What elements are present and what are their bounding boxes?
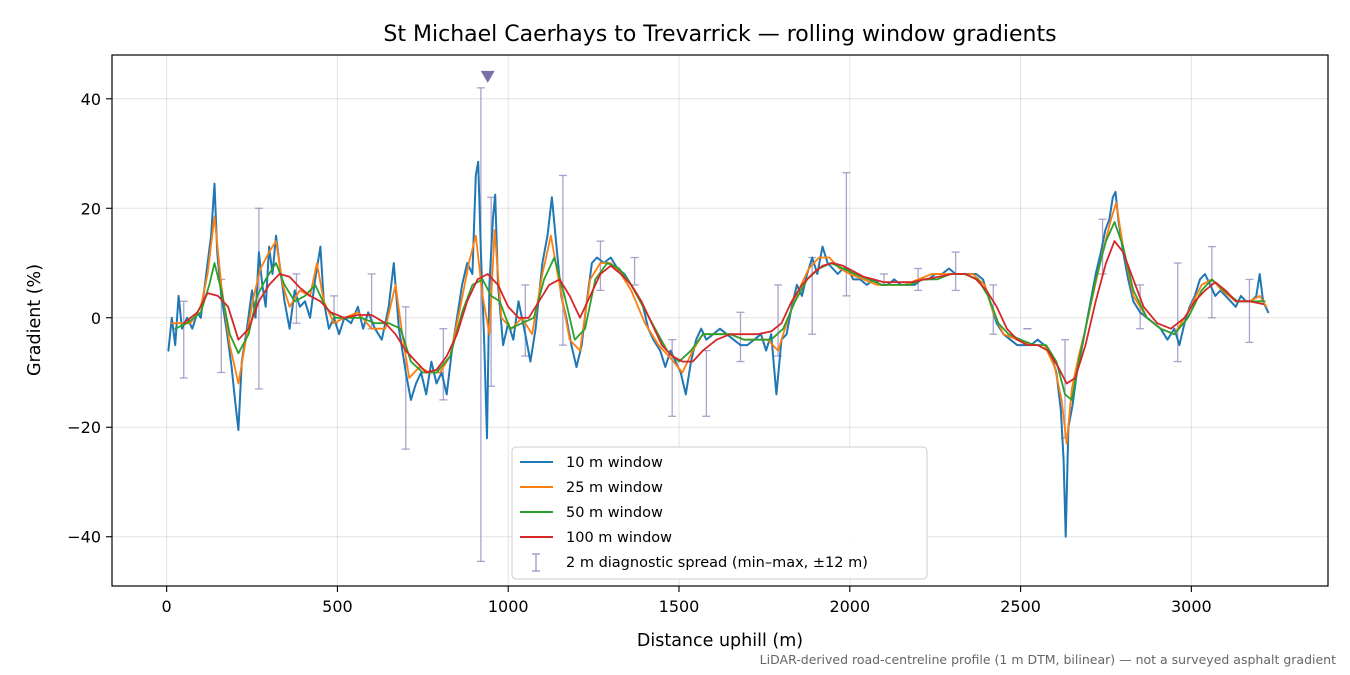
- spread-bar: [521, 284, 530, 357]
- spread-bar: [254, 207, 263, 390]
- spread-bar: [736, 311, 745, 363]
- x-axis-label: Distance uphill (m): [637, 631, 803, 651]
- spread-bar: [630, 256, 639, 286]
- y-tick-label: −40: [67, 528, 101, 547]
- spread-bar: [1207, 245, 1216, 319]
- spread-bar: [558, 174, 567, 346]
- spread-bar: [842, 172, 851, 297]
- legend-label-100m: 100 m window: [566, 530, 672, 546]
- x-axis-ticks: 0 500 1000 1500 2000 2500 3000: [162, 586, 1212, 616]
- x-tick-label: 0: [162, 597, 172, 616]
- y-tick-label: −20: [67, 418, 101, 437]
- legend-label-50m: 50 m window: [566, 505, 663, 521]
- spread-bar: [702, 349, 711, 417]
- y-tick-label: 0: [91, 309, 101, 328]
- x-tick-label: 2000: [829, 597, 870, 616]
- marker-layer: [480, 70, 495, 83]
- y-axis-label: Gradient (%): [25, 264, 45, 376]
- legend-box: [511, 446, 928, 580]
- legend: 10 m window 25 m window 50 m window 100 …: [511, 446, 928, 580]
- plot-frame: [111, 54, 1329, 587]
- spread-bar: [1173, 262, 1182, 363]
- legend-label-10m: 10 m window: [566, 455, 663, 471]
- x-tick-label: 1000: [488, 597, 529, 616]
- spread-max-marker: [480, 70, 495, 83]
- x-tick-label: 3000: [1171, 597, 1212, 616]
- spread-bar: [951, 251, 960, 292]
- legend-label-spread: 2 m diagnostic spread (min–max, ±12 m): [566, 555, 868, 571]
- y-tick-label: 40: [81, 90, 101, 109]
- grid: [112, 55, 1328, 586]
- legend-label-25m: 25 m window: [566, 480, 663, 496]
- y-tick-label: 20: [81, 199, 101, 218]
- spread-bar: [879, 273, 888, 286]
- legend-swatch-spread: [532, 553, 540, 572]
- series-line-25: [170, 201, 1268, 445]
- spread-bar: [596, 240, 605, 292]
- footnote: LiDAR-derived road-centreline profile (1…: [760, 652, 1336, 667]
- x-tick-label: 500: [322, 597, 353, 616]
- spread-bar: [401, 306, 410, 450]
- series-lines: [167, 160, 1270, 538]
- spread-bar: [476, 87, 485, 563]
- spread-bar: [179, 300, 188, 379]
- diagnostic-spread: [179, 87, 1254, 563]
- series-line-100: [182, 240, 1264, 385]
- y-axis-ticks: −40 −20 0 20 40: [67, 90, 112, 547]
- chart-title: St Michael Caerhays to Trevarrick — roll…: [383, 22, 1056, 47]
- spread-bar: [1245, 278, 1254, 344]
- x-tick-label: 1500: [659, 597, 700, 616]
- x-tick-label: 2500: [1000, 597, 1041, 616]
